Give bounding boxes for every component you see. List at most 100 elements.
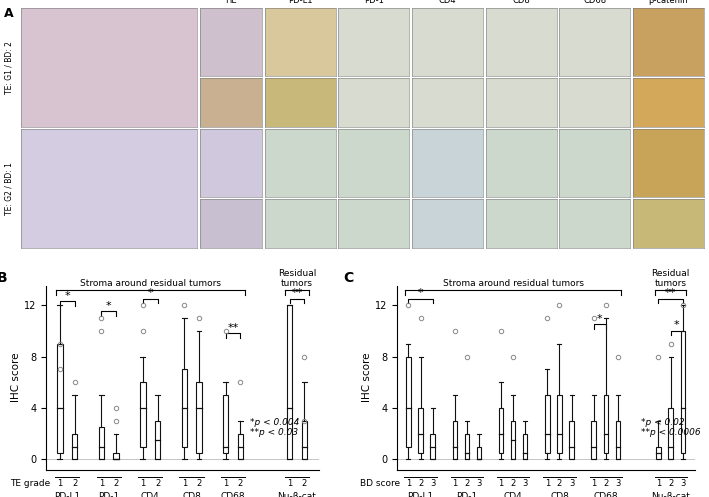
Text: 2: 2: [238, 479, 243, 488]
Text: 1: 1: [452, 479, 457, 488]
Text: *: *: [674, 320, 679, 330]
Bar: [99, 427, 104, 459]
Bar: [523, 434, 527, 459]
Bar: [223, 395, 228, 453]
Text: BD score: BD score: [360, 479, 400, 488]
Bar: [430, 434, 435, 459]
Text: CD8: CD8: [182, 492, 201, 497]
Y-axis label: IHC score: IHC score: [362, 353, 372, 403]
Bar: [238, 434, 243, 459]
Text: CD4: CD4: [504, 492, 523, 497]
Text: 1: 1: [182, 479, 187, 488]
Text: Residual
tumors: Residual tumors: [652, 269, 690, 288]
Text: **: **: [665, 288, 676, 298]
Bar: [464, 434, 469, 459]
Text: 2: 2: [72, 479, 77, 488]
Bar: [113, 453, 118, 459]
Bar: [140, 382, 145, 446]
Bar: [452, 421, 457, 459]
Text: PD-L1: PD-L1: [288, 0, 313, 5]
Text: 1: 1: [57, 479, 62, 488]
Text: 1: 1: [498, 479, 503, 488]
Text: PD-1: PD-1: [98, 492, 119, 497]
Text: PD-L1: PD-L1: [408, 492, 434, 497]
Bar: [569, 421, 574, 459]
Text: *: *: [65, 291, 70, 301]
Text: Stroma around residual tumors: Stroma around residual tumors: [442, 279, 584, 288]
Bar: [182, 369, 187, 446]
Bar: [406, 356, 411, 446]
Text: 2: 2: [302, 479, 307, 488]
Text: *: *: [147, 288, 153, 298]
Bar: [302, 421, 307, 459]
Text: 3: 3: [615, 479, 620, 488]
Text: 3: 3: [476, 479, 481, 488]
Bar: [72, 434, 77, 459]
Text: 2: 2: [603, 479, 608, 488]
Text: 1: 1: [406, 479, 411, 488]
Text: 2: 2: [113, 479, 118, 488]
Text: PD-L1: PD-L1: [54, 492, 80, 497]
Text: A: A: [4, 7, 13, 20]
Bar: [681, 331, 685, 453]
Text: **: **: [228, 323, 239, 332]
Text: Nu-β-cat: Nu-β-cat: [651, 492, 690, 497]
Text: 2: 2: [155, 479, 160, 488]
Text: CD8: CD8: [550, 492, 569, 497]
Text: 3: 3: [523, 479, 528, 488]
Text: CD68: CD68: [584, 0, 606, 5]
Text: 3: 3: [680, 479, 686, 488]
Bar: [418, 408, 423, 453]
Bar: [557, 395, 562, 453]
Text: 1: 1: [99, 479, 104, 488]
Bar: [57, 343, 62, 453]
Text: 2: 2: [196, 479, 201, 488]
Text: Stroma around residual tumors: Stroma around residual tumors: [79, 279, 220, 288]
Bar: [545, 395, 549, 453]
Text: PD-1: PD-1: [456, 492, 477, 497]
Text: *: *: [106, 301, 111, 311]
Text: Nu-β-cat: Nu-β-cat: [278, 492, 316, 497]
Text: TE: G1 / BD: 2: TE: G1 / BD: 2: [4, 41, 13, 94]
Bar: [591, 421, 596, 459]
Bar: [287, 305, 292, 459]
Text: 3: 3: [430, 479, 435, 488]
Y-axis label: IHC score: IHC score: [11, 353, 21, 403]
Text: HE: HE: [225, 0, 237, 5]
Text: Residual
tumors: Residual tumors: [278, 269, 316, 288]
Text: TE: G2 / BD: 1: TE: G2 / BD: 1: [4, 162, 13, 215]
Text: CD68: CD68: [220, 492, 245, 497]
Text: CD4: CD4: [439, 0, 457, 5]
Text: *p < 0.004
**p < 0.03: *p < 0.004 **p < 0.03: [250, 417, 299, 437]
Bar: [603, 395, 608, 453]
Text: 2: 2: [668, 479, 674, 488]
Text: CD68: CD68: [593, 492, 618, 497]
Text: 2: 2: [557, 479, 562, 488]
Bar: [615, 421, 620, 459]
Text: CD4: CD4: [141, 492, 160, 497]
Text: CD8: CD8: [513, 0, 530, 5]
Bar: [196, 382, 201, 453]
Text: β-catenin: β-catenin: [649, 0, 688, 5]
Bar: [476, 446, 481, 459]
Text: C: C: [343, 271, 354, 285]
Bar: [499, 408, 503, 453]
Text: B: B: [0, 271, 8, 285]
Text: PD-1: PD-1: [364, 0, 384, 5]
Text: 3: 3: [569, 479, 574, 488]
Text: 1: 1: [287, 479, 292, 488]
Bar: [155, 421, 160, 459]
Text: 2: 2: [464, 479, 469, 488]
Bar: [669, 408, 673, 459]
Text: 1: 1: [591, 479, 596, 488]
Text: 2: 2: [510, 479, 515, 488]
Text: *: *: [597, 314, 603, 324]
Text: TE grade: TE grade: [10, 479, 50, 488]
Text: 1: 1: [140, 479, 145, 488]
Text: **: **: [291, 288, 303, 298]
Text: *: *: [418, 288, 423, 298]
Text: 1: 1: [545, 479, 550, 488]
Text: *p < 0.02
**p < 0.0006: *p < 0.02 **p < 0.0006: [641, 417, 700, 437]
Text: 1: 1: [656, 479, 661, 488]
Text: 2: 2: [418, 479, 423, 488]
